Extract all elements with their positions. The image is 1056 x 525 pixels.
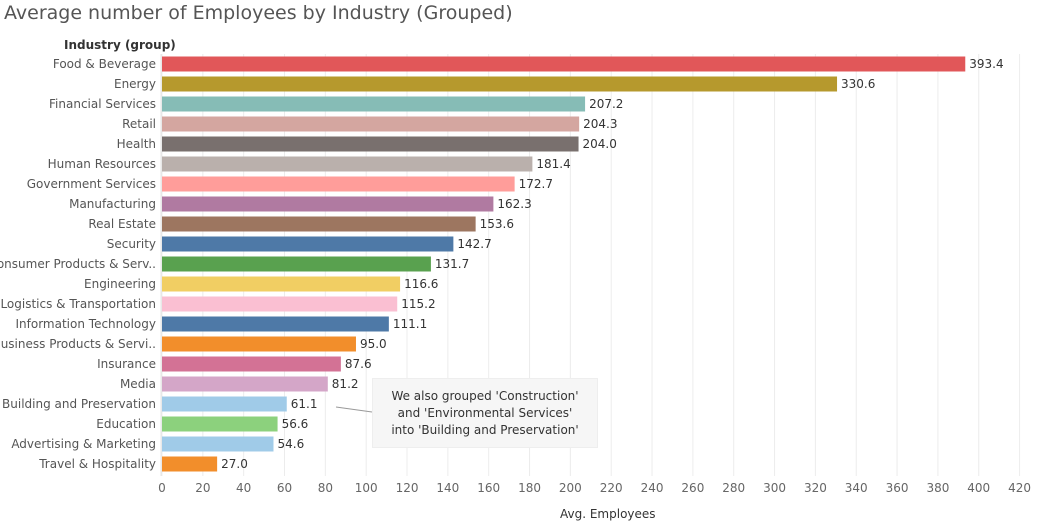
x-tick-label: 60 bbox=[277, 481, 292, 495]
x-tick-label: 400 bbox=[967, 481, 990, 495]
data-label: 54.6 bbox=[277, 437, 304, 451]
x-tick-label: 80 bbox=[318, 481, 333, 495]
chart-title: Average number of Employees by Industry … bbox=[4, 2, 513, 24]
category-label: Logistics & Transportation bbox=[0, 297, 156, 311]
data-label: 153.6 bbox=[480, 217, 514, 231]
data-label: 207.2 bbox=[589, 97, 623, 111]
x-tick-label: 220 bbox=[600, 481, 623, 495]
category-label: Information Technology bbox=[16, 317, 157, 331]
data-label: 172.7 bbox=[519, 177, 553, 191]
data-label: 393.4 bbox=[969, 57, 1003, 71]
annotation-connector bbox=[335, 406, 373, 413]
bar bbox=[162, 236, 454, 252]
bar bbox=[162, 56, 966, 72]
bar bbox=[162, 296, 398, 312]
bar bbox=[162, 456, 218, 472]
x-tick-label: 280 bbox=[722, 481, 745, 495]
data-label: 162.3 bbox=[497, 197, 531, 211]
annotation-line-2: and 'Environmental Services' bbox=[397, 406, 573, 420]
annotation-box: We also grouped 'Construction' and 'Envi… bbox=[372, 378, 598, 448]
x-tick-label: 40 bbox=[236, 481, 251, 495]
bar bbox=[162, 276, 401, 292]
x-tick-label: 140 bbox=[436, 481, 459, 495]
data-label: 116.6 bbox=[404, 277, 438, 291]
x-axis-title: Avg. Employees bbox=[560, 507, 656, 521]
category-label: Retail bbox=[122, 117, 156, 131]
bar bbox=[162, 396, 287, 412]
data-label: 115.2 bbox=[401, 297, 435, 311]
bar bbox=[162, 216, 476, 232]
bar bbox=[162, 336, 356, 352]
data-label: 142.7 bbox=[457, 237, 491, 251]
data-label: 61.1 bbox=[291, 397, 318, 411]
category-label: Real Estate bbox=[88, 217, 156, 231]
category-label: Food & Beverage bbox=[53, 57, 156, 71]
category-label: Consumer Products & Serv.. bbox=[0, 257, 156, 271]
category-label: Travel & Hospitality bbox=[38, 457, 156, 471]
bar bbox=[162, 196, 494, 212]
category-label: Human Resources bbox=[48, 157, 156, 171]
category-label: Health bbox=[117, 137, 156, 151]
bar bbox=[162, 176, 515, 192]
category-label: Education bbox=[96, 417, 156, 431]
bar bbox=[162, 76, 838, 92]
x-tick-label: 100 bbox=[355, 481, 378, 495]
bar bbox=[162, 156, 533, 172]
x-tick-label: 300 bbox=[763, 481, 786, 495]
x-tick-label: 360 bbox=[886, 481, 909, 495]
x-tick-label: 120 bbox=[396, 481, 419, 495]
data-label: 131.7 bbox=[435, 257, 469, 271]
x-tick-label: 320 bbox=[804, 481, 827, 495]
data-label: 111.1 bbox=[393, 317, 427, 331]
category-label: Security bbox=[107, 237, 156, 251]
bar bbox=[162, 356, 341, 372]
x-tick-label: 420 bbox=[1008, 481, 1031, 495]
category-label: Insurance bbox=[97, 357, 156, 371]
x-tick-label: 380 bbox=[926, 481, 949, 495]
category-label: Advertising & Marketing bbox=[11, 437, 156, 451]
bar bbox=[162, 136, 579, 152]
annotation-line-1: We also grouped 'Construction' bbox=[391, 389, 579, 403]
x-tick-label: 200 bbox=[559, 481, 582, 495]
category-label: Energy bbox=[114, 77, 156, 91]
category-label: Engineering bbox=[84, 277, 156, 291]
bar bbox=[162, 96, 586, 112]
bar bbox=[162, 316, 389, 332]
x-tick-label: 240 bbox=[641, 481, 664, 495]
bar bbox=[162, 416, 278, 432]
bar bbox=[162, 436, 274, 452]
data-label: 330.6 bbox=[841, 77, 875, 91]
bar bbox=[162, 256, 431, 272]
category-label: Government Services bbox=[27, 177, 156, 191]
bar bbox=[162, 376, 328, 392]
row-header: Industry (group) bbox=[64, 38, 176, 52]
data-label: 81.2 bbox=[332, 377, 359, 391]
x-tick-label: 0 bbox=[158, 481, 166, 495]
bar bbox=[162, 116, 580, 132]
category-label: Media bbox=[120, 377, 156, 391]
x-tick-label: 160 bbox=[477, 481, 500, 495]
data-label: 204.0 bbox=[583, 137, 617, 151]
x-tick-label: 260 bbox=[681, 481, 704, 495]
x-tick-label: 20 bbox=[195, 481, 210, 495]
category-label: Business Products & Servi.. bbox=[0, 337, 156, 351]
x-tick-label: 340 bbox=[845, 481, 868, 495]
category-label: Financial Services bbox=[49, 97, 156, 111]
category-label: Manufacturing bbox=[69, 197, 156, 211]
data-label: 95.0 bbox=[360, 337, 387, 351]
x-tick-label: 180 bbox=[518, 481, 541, 495]
annotation-line-3: into 'Building and Preservation' bbox=[391, 423, 579, 437]
data-label: 204.3 bbox=[583, 117, 617, 131]
data-label: 87.6 bbox=[345, 357, 372, 371]
data-label: 27.0 bbox=[221, 457, 248, 471]
data-label: 56.6 bbox=[282, 417, 309, 431]
data-label: 181.4 bbox=[536, 157, 570, 171]
category-label: Building and Preservation bbox=[2, 397, 156, 411]
